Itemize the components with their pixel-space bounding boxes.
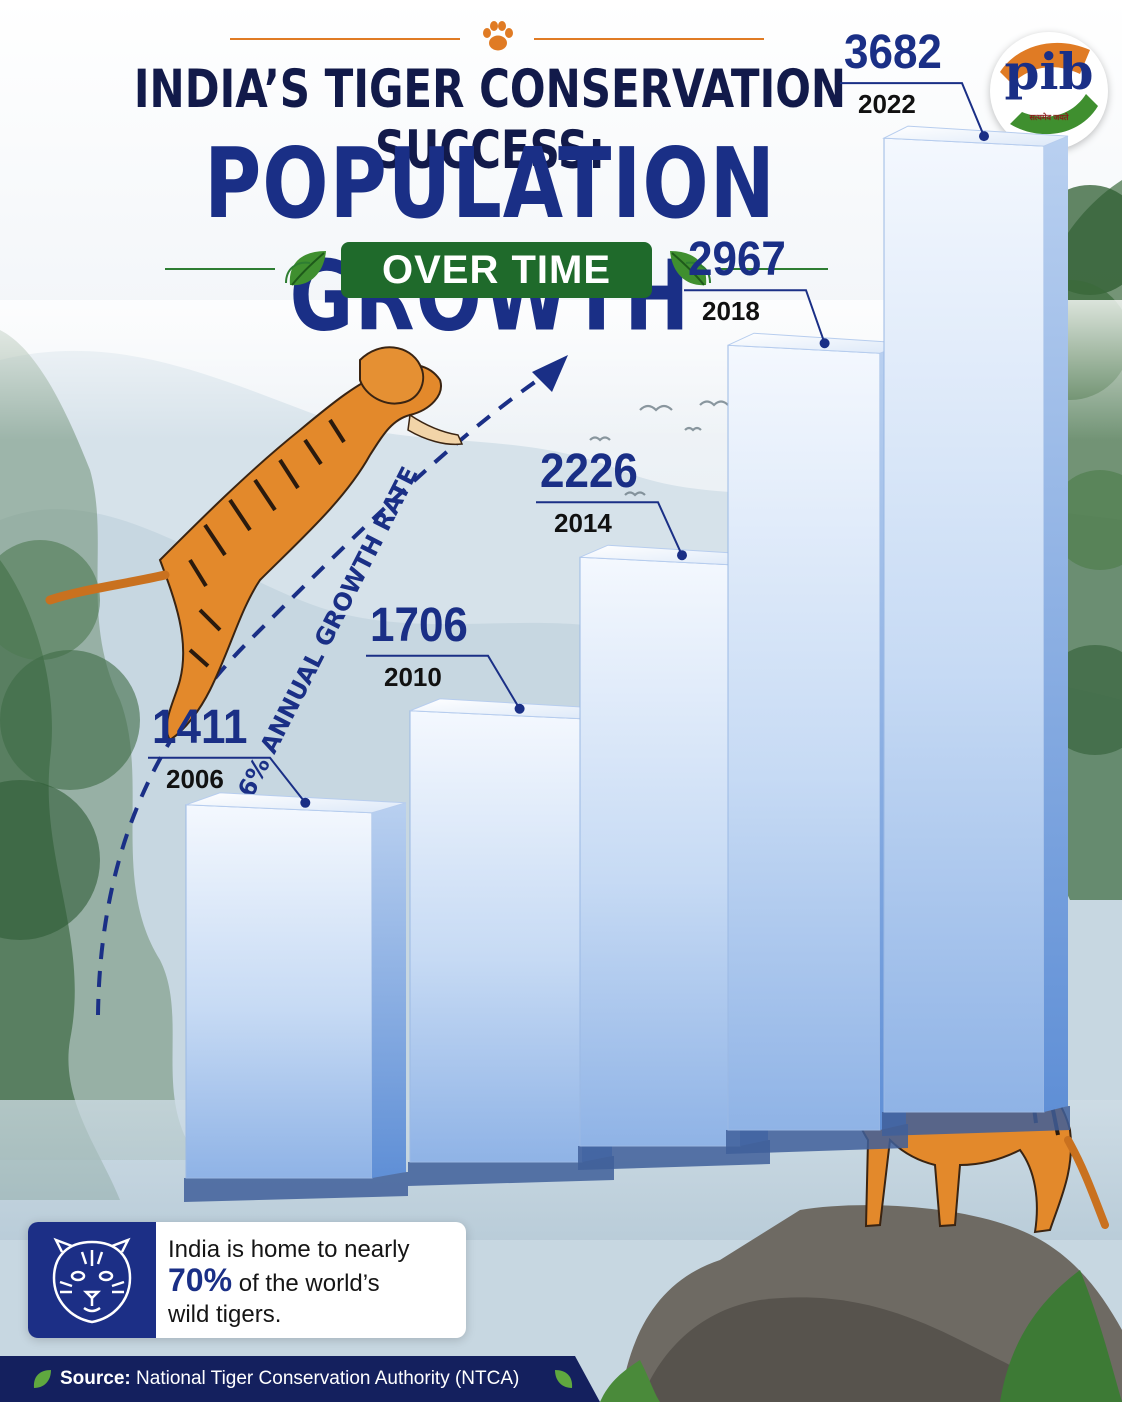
bar-front	[579, 556, 741, 1147]
bar-value-label: 3682	[844, 25, 942, 80]
bar-2018	[726, 332, 908, 1154]
info-card: India is home to nearly 70% of the world…	[28, 1222, 466, 1338]
bar-base	[408, 1156, 614, 1186]
leaf-icon	[555, 1370, 573, 1388]
bar-side	[372, 802, 406, 1178]
info-line1: India is home to nearly	[168, 1236, 410, 1263]
source-text: Source: National Tiger Conservation Auth…	[60, 1368, 519, 1390]
leader-line	[684, 289, 826, 344]
badge-rule-left	[165, 268, 275, 270]
bar-base	[184, 1172, 408, 1202]
bar-value-label: 1411	[152, 699, 248, 754]
pib-logo	[990, 32, 1108, 150]
bar-value-label: 2226	[540, 444, 638, 499]
paw-icon	[483, 21, 513, 51]
leaf-icon	[670, 251, 711, 286]
logo-subtext: सत्यमेव जयते	[1029, 113, 1069, 122]
info-line2: 70% of the world’s	[168, 1262, 458, 1299]
leader-line	[536, 501, 683, 556]
bar-top	[882, 125, 1069, 147]
info-text: India is home to nearly 70% of the world…	[168, 1234, 458, 1330]
source-bar	[0, 1356, 600, 1402]
over-time-badge: OVER TIME	[341, 242, 652, 298]
bar-base	[578, 1140, 770, 1170]
leaf-icon	[33, 1370, 51, 1388]
info-line2-rest: of the world’s	[232, 1270, 380, 1297]
info-line3: wild tigers.	[168, 1301, 282, 1328]
bar-value-label: 1706	[370, 597, 468, 652]
bar-year-label: 2018	[702, 296, 760, 327]
bar-front	[409, 710, 583, 1163]
bar-year-label: 2014	[554, 508, 612, 539]
bar-year-label: 2010	[384, 661, 442, 692]
leaf-icon	[285, 251, 326, 286]
bar-base	[726, 1124, 908, 1154]
tiger-face-icon-box	[28, 1222, 156, 1338]
logo-text: pib	[1004, 42, 1094, 101]
header-rule-left	[230, 38, 460, 40]
bar-top	[185, 792, 407, 814]
badge-rule-right	[718, 268, 828, 270]
bar-value-label: 2967	[688, 232, 786, 287]
leader-line	[366, 654, 521, 710]
leaping-tiger-icon	[45, 346, 464, 742]
header-rule-right	[534, 38, 764, 40]
bar-year-label: 2022	[858, 89, 916, 120]
title-line1: INDIA’S TIGER CONSERVATION SUCCESS:	[133, 58, 847, 181]
source-label: Source:	[60, 1368, 131, 1389]
tiger-face-icon	[52, 1237, 132, 1324]
bars-group	[148, 82, 1070, 1202]
bar-front	[727, 344, 881, 1131]
leader-line	[148, 756, 307, 804]
bar-front	[883, 137, 1045, 1113]
bar-year-label: 2006	[166, 763, 224, 794]
bar-front	[185, 804, 373, 1179]
bar-2006	[184, 792, 408, 1202]
info-highlight: 70%	[168, 1262, 233, 1298]
logo-tricolor-icon	[1000, 42, 1098, 135]
leader-line	[840, 82, 985, 137]
source-org: National Tiger Conservation Authority (N…	[130, 1368, 520, 1389]
bar-side	[1044, 136, 1068, 1113]
bar-base	[882, 1106, 1070, 1136]
bar-2022	[882, 125, 1070, 1136]
